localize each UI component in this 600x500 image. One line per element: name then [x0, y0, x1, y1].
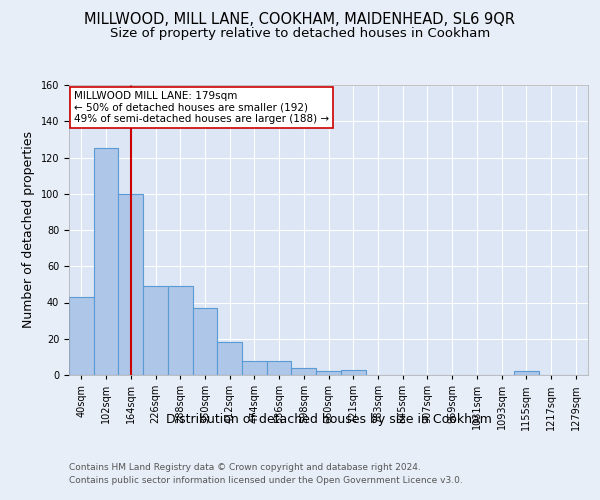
Bar: [267, 360, 292, 375]
Bar: [514, 372, 539, 375]
Text: Size of property relative to detached houses in Cookham: Size of property relative to detached ho…: [110, 28, 490, 40]
Bar: [168, 286, 193, 375]
Bar: [69, 297, 94, 375]
Bar: [143, 286, 168, 375]
Bar: [316, 372, 341, 375]
Text: MILLWOOD MILL LANE: 179sqm
← 50% of detached houses are smaller (192)
49% of sem: MILLWOOD MILL LANE: 179sqm ← 50% of deta…: [74, 91, 329, 124]
Bar: [193, 308, 217, 375]
Text: MILLWOOD, MILL LANE, COOKHAM, MAIDENHEAD, SL6 9QR: MILLWOOD, MILL LANE, COOKHAM, MAIDENHEAD…: [85, 12, 515, 28]
Bar: [292, 368, 316, 375]
Bar: [242, 360, 267, 375]
Text: Contains HM Land Registry data © Crown copyright and database right 2024.: Contains HM Land Registry data © Crown c…: [69, 462, 421, 471]
Y-axis label: Number of detached properties: Number of detached properties: [22, 132, 35, 328]
Bar: [118, 194, 143, 375]
Text: Contains public sector information licensed under the Open Government Licence v3: Contains public sector information licen…: [69, 476, 463, 485]
Text: Distribution of detached houses by size in Cookham: Distribution of detached houses by size …: [166, 412, 492, 426]
Bar: [341, 370, 365, 375]
Bar: [217, 342, 242, 375]
Bar: [94, 148, 118, 375]
